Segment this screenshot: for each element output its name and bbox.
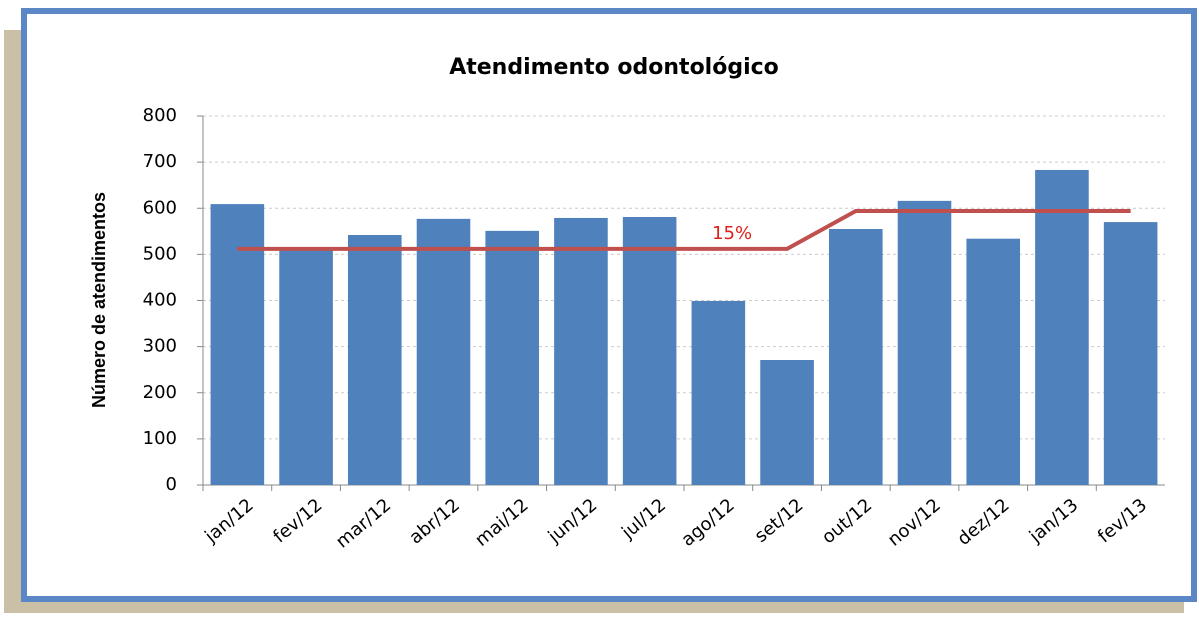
- line: [237, 209, 1131, 251]
- bar: [1103, 222, 1158, 485]
- y-tick-label: 200: [143, 382, 177, 403]
- y-tick-label: 300: [143, 336, 177, 357]
- bar: [828, 229, 883, 485]
- y-axis-label: Número de atendimentos: [89, 192, 109, 408]
- y-tick-label: 600: [143, 197, 177, 218]
- bar: [347, 235, 402, 485]
- bar: [554, 217, 608, 485]
- y-tick-label: 500: [143, 243, 177, 264]
- bar: [622, 217, 677, 486]
- bar: [416, 218, 471, 485]
- y-tick-label: 0: [166, 474, 177, 495]
- bar: [966, 238, 1021, 485]
- y-tick-label: 400: [143, 290, 177, 311]
- bar: [485, 230, 540, 485]
- y-tick-label: 700: [143, 151, 177, 172]
- bar: [279, 249, 333, 485]
- annotation: 15%: [712, 223, 752, 244]
- chart-title: Atendimento odontológico: [449, 55, 779, 80]
- bar: [897, 200, 952, 485]
- y-tick-label: 100: [143, 428, 177, 449]
- bar: [760, 360, 814, 485]
- bar: [1035, 169, 1089, 485]
- y-tick-label: 800: [143, 105, 177, 126]
- bar: [691, 300, 746, 485]
- bar: [210, 204, 265, 485]
